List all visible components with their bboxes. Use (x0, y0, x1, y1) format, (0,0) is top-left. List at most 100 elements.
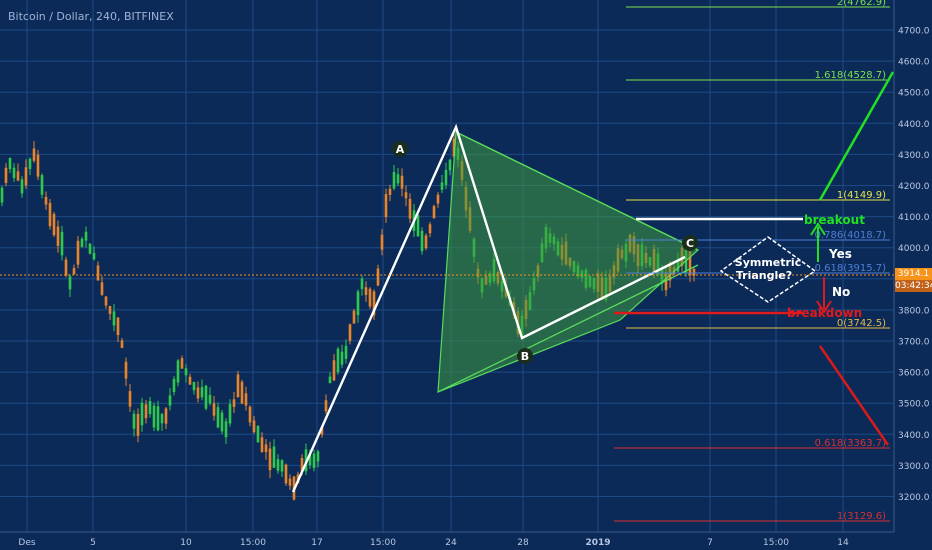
candle-body (96, 265, 100, 281)
candle-body (140, 402, 144, 426)
candle-body (360, 278, 364, 289)
candle-body (372, 291, 376, 316)
candle-body (320, 426, 324, 435)
bearish-projection-line (818, 345, 890, 446)
price-tick-label: 3600.0 (898, 369, 930, 379)
fib-level-label: 1(4149.9) (837, 190, 886, 201)
candle-body (284, 464, 288, 484)
candle-body (408, 199, 412, 219)
candle-body (180, 358, 184, 369)
triangle-lower-line (437, 264, 699, 393)
point-c-label: C (686, 237, 694, 250)
candle-body (172, 378, 176, 393)
candle-body (404, 192, 408, 199)
candle-body (364, 287, 368, 295)
price-tick-label: 3300.0 (898, 462, 930, 472)
fib-level-label: 0(3742.5) (837, 318, 886, 329)
candle-body (144, 404, 148, 419)
candle-body (236, 374, 240, 398)
candle-body (220, 412, 224, 432)
candle-body (368, 288, 372, 307)
wave-zigzag-line (291, 123, 686, 493)
point-a-label: A (396, 143, 405, 156)
candle-body (184, 368, 188, 376)
candle-body (416, 215, 420, 237)
time-tick-label: 14 (837, 538, 849, 548)
candle-body (688, 251, 692, 276)
chart-title: Bitcoin / Dollar, 240, BITFINEX (8, 10, 174, 23)
price-axis[interactable]: 4700.0 4600.0 4500.0 4400.0 4300.0 4200.0 4100… (893, 0, 932, 532)
candle-body (132, 413, 136, 429)
candle-body (268, 448, 272, 471)
price-tick-label: 4500.0 (898, 89, 930, 99)
candle-body (300, 457, 304, 472)
candle-body (428, 224, 432, 234)
fib-level-label: 1(3129.6) (837, 511, 886, 522)
price-tick-label: 4700.0 (898, 27, 930, 37)
candle-body (84, 231, 88, 241)
candle-body (396, 174, 400, 184)
candle-body (104, 296, 108, 306)
candle-body (352, 310, 356, 324)
candle-body (32, 148, 36, 161)
candle-body (228, 404, 232, 424)
candle-body (188, 376, 192, 385)
price-tick-label: 4300.0 (898, 151, 930, 161)
candle-body (56, 226, 60, 246)
candle-body (28, 158, 32, 169)
candle-body (52, 214, 56, 236)
time-tick-label: 15:00 (370, 538, 396, 548)
candle-body (156, 406, 160, 431)
candle-body (444, 169, 448, 185)
time-tick-label: 7 (707, 538, 713, 548)
candle-body (196, 387, 200, 399)
candle-body (400, 175, 404, 189)
fib-level-label: 1.618(4528.7) (815, 70, 887, 81)
candle-body (212, 403, 216, 416)
candle-body (44, 196, 48, 205)
candle-body (344, 345, 348, 359)
candle-body (0, 187, 4, 203)
time-tick-label: 5 (90, 538, 96, 548)
time-tick-label: Des (18, 538, 35, 548)
candle-body (280, 460, 284, 472)
price-tick-label: 3500.0 (898, 400, 930, 410)
candle-body (324, 400, 328, 412)
time-tick-label: 2019 (585, 538, 610, 548)
candle-body (216, 407, 220, 428)
candle-body (260, 437, 264, 452)
candle-body (40, 175, 44, 195)
candle-body (168, 395, 172, 406)
time-tick-label: 10 (180, 538, 192, 548)
candle-body (436, 194, 440, 204)
candle-body (88, 243, 92, 254)
price-tick-label: 4400.0 (898, 120, 930, 130)
candle-body (48, 202, 52, 227)
candle-body (24, 167, 28, 186)
time-axis[interactable]: Des 5 10 15:00 17 15:00 24 28 2019 7 15:00 14 (0, 531, 932, 550)
candle-body (276, 459, 280, 471)
triangle-upper-line (455, 131, 699, 251)
candle-body (92, 252, 96, 260)
candle-body (124, 361, 128, 379)
yes-label: Yes (828, 247, 852, 261)
candle-body (64, 259, 68, 276)
price-tick-label: 3800.0 (898, 306, 930, 316)
candle-body (192, 381, 196, 391)
candle-body (440, 182, 444, 190)
candle-body (376, 268, 380, 286)
candle-body (232, 399, 236, 407)
candle-body (148, 400, 152, 415)
candle-body (164, 408, 168, 424)
candle-body (288, 478, 292, 486)
candle-body (432, 206, 436, 219)
price-tick-label: 3200.0 (898, 493, 930, 503)
candle-body (356, 291, 360, 316)
diamond-text-line2: Triangle? (736, 269, 792, 282)
candle-body (240, 381, 244, 404)
price-tick-label: 4600.0 (898, 58, 930, 68)
diamond-text-line1: Symmetric (735, 256, 801, 269)
candle-body (208, 395, 212, 404)
price-tick-label: 3400.0 (898, 431, 930, 441)
